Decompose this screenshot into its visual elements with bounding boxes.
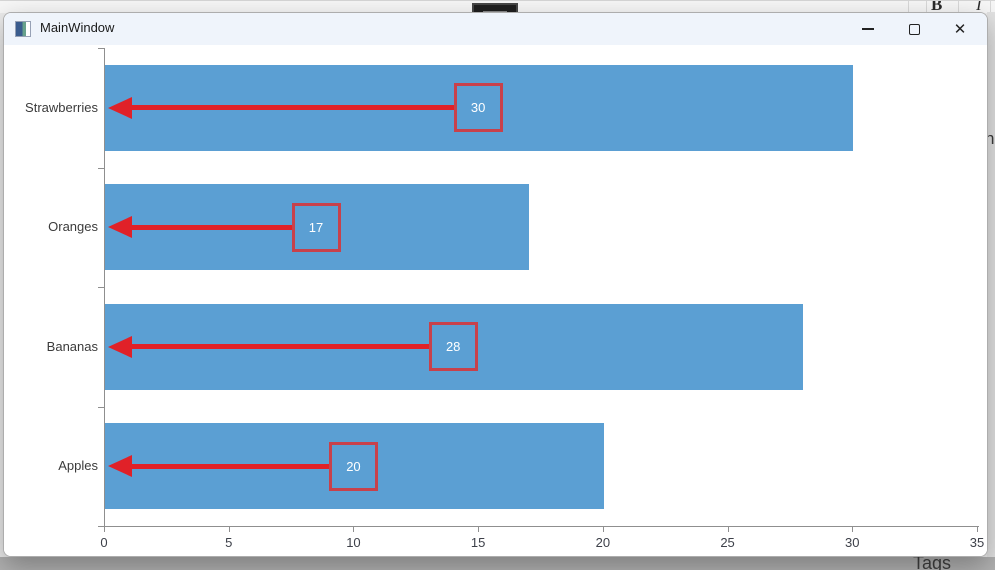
background-bold-icon: B xyxy=(931,0,943,13)
y-axis-boundary-tick xyxy=(98,526,104,527)
x-tick-label-20: 20 xyxy=(595,535,611,550)
background-tags-text: Tags xyxy=(913,557,952,570)
app-icon xyxy=(15,21,31,37)
maximize-button[interactable] xyxy=(891,13,937,45)
value-box-oranges: 17 xyxy=(291,202,341,252)
arrow-head-bananas xyxy=(108,335,132,358)
x-axis-tick xyxy=(104,527,105,532)
minimize-button[interactable] xyxy=(845,13,891,45)
category-label-strawberries: Strawberries xyxy=(25,99,98,115)
value-box-bananas: 28 xyxy=(428,322,478,372)
main-window: MainWindow ✕ 0 5 10 15 20 25 30 35 Strawberries 3… xyxy=(3,12,988,557)
x-axis-tick xyxy=(602,527,604,532)
x-axis-line xyxy=(103,526,979,527)
y-axis-boundary-tick xyxy=(98,406,104,408)
background-gridline xyxy=(926,1,927,13)
x-axis-tick xyxy=(228,527,230,532)
value-box-apples: 20 xyxy=(328,441,378,491)
value-box-strawberries: 30 xyxy=(453,83,503,133)
window-controls: ✕ xyxy=(845,13,983,45)
bar-chart: 0 5 10 15 20 25 30 35 Strawberries 30 Oranges 17 Ban… xyxy=(4,45,987,556)
arrow-shaft-strawberries xyxy=(126,105,454,111)
window-title: MainWindow xyxy=(40,20,115,35)
x-axis-tick xyxy=(727,527,729,532)
minimize-icon xyxy=(862,28,874,30)
x-tick-label-5: 5 xyxy=(225,535,233,550)
x-tick-label-25: 25 xyxy=(720,535,735,550)
desktop-bottom-strip: Tags xyxy=(0,557,995,570)
close-icon: ✕ xyxy=(953,20,967,38)
x-tick-label-10: 10 xyxy=(346,535,361,550)
titlebar[interactable]: MainWindow ✕ xyxy=(4,13,987,45)
arrow-shaft-apples xyxy=(126,463,329,469)
arrow-shaft-bananas xyxy=(126,344,429,350)
background-gridline xyxy=(958,1,959,13)
desktop-right-strip xyxy=(987,12,995,557)
x-tick-label-35: 35 xyxy=(969,535,985,550)
y-axis-boundary-tick xyxy=(98,167,104,169)
category-label-apples: Apples xyxy=(58,458,98,474)
arrow-head-oranges xyxy=(108,216,132,239)
x-tick-label-15: 15 xyxy=(470,535,486,550)
x-tick-label-30: 30 xyxy=(845,535,860,550)
category-label-oranges: Oranges xyxy=(48,219,98,235)
arrow-shaft-oranges xyxy=(126,224,292,230)
y-axis-boundary-tick xyxy=(98,287,104,288)
arrow-head-strawberries xyxy=(108,96,132,119)
category-label-bananas: Bananas xyxy=(46,338,98,354)
x-axis-tick xyxy=(353,527,355,532)
close-button[interactable]: ✕ xyxy=(937,13,983,45)
background-partial-text: ng xyxy=(985,129,995,148)
arrow-head-apples xyxy=(108,455,132,478)
y-axis-line xyxy=(104,48,105,527)
x-axis-tick xyxy=(478,527,480,532)
x-tick-label-0: 0 xyxy=(100,535,108,550)
x-axis-tick xyxy=(852,527,854,532)
background-italic-icon: I xyxy=(976,0,982,13)
background-gridline xyxy=(990,1,991,13)
maximize-icon xyxy=(908,23,920,35)
x-axis-tick xyxy=(977,527,978,532)
y-axis-boundary-tick xyxy=(98,48,104,49)
background-gridline xyxy=(908,1,909,13)
